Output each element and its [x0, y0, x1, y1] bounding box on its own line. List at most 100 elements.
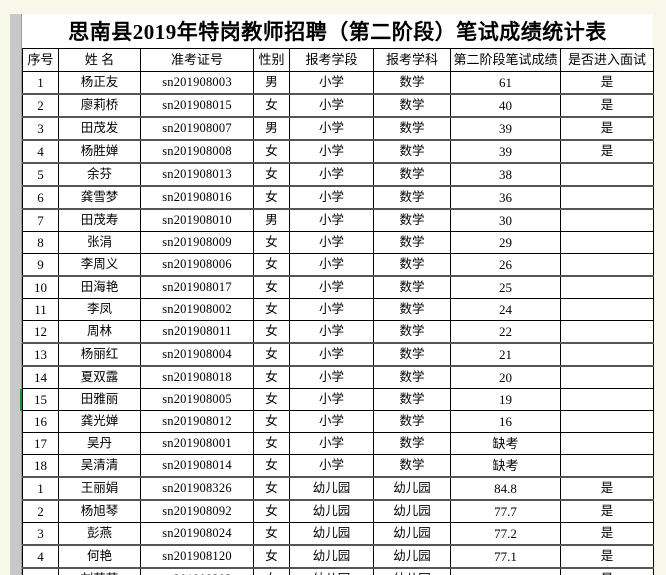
cell-gender[interactable]: 女 — [253, 499, 290, 523]
cell-code[interactable]: sn201908007 — [140, 116, 254, 141]
cell-passed[interactable]: 是 — [560, 116, 654, 141]
table-row[interactable]: 4 何艳 sn201908120 女幼儿园 幼儿园 77.1 是 — [22, 544, 654, 569]
cell-passed[interactable] — [560, 298, 654, 321]
cell-name[interactable]: 吴丹 — [58, 432, 141, 455]
cell-gender[interactable]: 男 — [253, 208, 290, 232]
cell-stage[interactable]: 小学 — [289, 454, 374, 478]
cell-score[interactable]: 缺考 — [450, 454, 561, 478]
cell-gender[interactable]: 女 — [253, 185, 290, 210]
cell-seq[interactable]: 16 — [22, 410, 59, 433]
table-row[interactable]: 6 龚雪梦 sn201908016 女小学 数学 36 — [22, 185, 654, 210]
cell-gender[interactable]: 女 — [253, 298, 290, 321]
cell-code[interactable]: sn201908016 — [140, 185, 254, 210]
cell-score[interactable]: 20 — [450, 365, 561, 389]
cell-subject[interactable]: 数学 — [373, 185, 451, 210]
column-header-seq[interactable]: 序号 — [22, 48, 59, 72]
cell-code[interactable]: sn201908010 — [140, 208, 254, 232]
cell-stage[interactable]: 小学 — [289, 410, 374, 433]
cell-seq[interactable]: 2 — [22, 93, 59, 118]
cell-score[interactable]: 25 — [450, 275, 561, 299]
cell-seq[interactable]: 9 — [22, 253, 59, 277]
cell-score[interactable]: 36 — [450, 185, 561, 210]
table-row[interactable]: 3 彭燕 sn201908024 女幼儿园 幼儿园 77.2 是 — [22, 522, 654, 546]
cell-stage[interactable]: 幼儿园 — [289, 476, 374, 501]
cell-passed[interactable]: 是 — [560, 567, 654, 575]
cell-score[interactable]: 61 — [450, 71, 561, 95]
cell-stage[interactable]: 小学 — [289, 320, 374, 344]
cell-stage[interactable]: 幼儿园 — [289, 522, 374, 546]
cell-gender[interactable]: 女 — [253, 162, 290, 187]
cell-gender[interactable]: 女 — [253, 275, 290, 299]
cell-code[interactable]: sn201908008 — [140, 139, 254, 164]
cell-passed[interactable] — [560, 253, 654, 277]
cell-passed[interactable]: 是 — [560, 93, 654, 118]
cell-gender[interactable]: 女 — [253, 388, 290, 411]
table-row[interactable]: 18 吴清清 sn201908014 女小学 数学 缺考 — [22, 454, 654, 478]
cell-name[interactable]: 夏双露 — [58, 365, 141, 389]
cell-name[interactable]: 王丽娟 — [58, 476, 141, 501]
table-row[interactable]: 3 田茂发 sn201908007 男小学 数学 39 是 — [22, 116, 654, 141]
cell-stage[interactable]: 小学 — [289, 432, 374, 455]
cell-name[interactable]: 龚雪梦 — [58, 185, 141, 210]
table-row[interactable]: 8 张涓 sn201908009 女小学 数学 29 — [22, 231, 654, 254]
cell-passed[interactable] — [560, 410, 654, 433]
cell-subject[interactable]: 数学 — [373, 320, 451, 344]
cell-gender[interactable]: 女 — [253, 567, 290, 575]
cell-code[interactable]: sn201908393 — [140, 567, 254, 575]
cell-score[interactable]: 77.1 — [450, 544, 561, 569]
cell-passed[interactable] — [560, 320, 654, 344]
cell-code[interactable]: sn201908024 — [140, 522, 254, 546]
cell-gender[interactable]: 男 — [253, 116, 290, 141]
cell-subject[interactable]: 数学 — [373, 93, 451, 118]
cell-gender[interactable]: 女 — [253, 253, 290, 277]
cell-gender[interactable]: 女 — [253, 320, 290, 344]
cell-passed[interactable] — [560, 342, 654, 367]
table-row[interactable]: 14 夏双露 sn201908018 女小学 数学 20 — [22, 365, 654, 389]
cell-seq[interactable]: 5 — [22, 567, 59, 575]
column-header-stage[interactable]: 报考学段 — [289, 48, 374, 72]
cell-gender[interactable]: 女 — [253, 476, 290, 501]
cell-stage[interactable]: 小学 — [289, 231, 374, 254]
cell-code[interactable]: sn201908006 — [140, 253, 254, 277]
cell-passed[interactable] — [560, 208, 654, 232]
cell-subject[interactable]: 数学 — [373, 342, 451, 367]
cell-stage[interactable]: 小学 — [289, 253, 374, 277]
cell-gender[interactable]: 女 — [253, 231, 290, 254]
cell-name[interactable]: 周林 — [58, 320, 141, 344]
cell-passed[interactable] — [560, 454, 654, 478]
table-row[interactable]: 15 田雅丽 sn201908005 女小学 数学 19 — [22, 388, 654, 411]
cell-score[interactable]: 16 — [450, 410, 561, 433]
cell-code[interactable]: sn201908009 — [140, 231, 254, 254]
cell-score[interactable]: 84.8 — [450, 476, 561, 501]
cell-subject[interactable]: 数学 — [373, 410, 451, 433]
cell-seq[interactable]: 12 — [22, 320, 59, 344]
cell-stage[interactable]: 小学 — [289, 365, 374, 389]
cell-seq[interactable]: 4 — [22, 139, 59, 164]
cell-seq[interactable]: 10 — [22, 275, 59, 299]
cell-subject[interactable]: 数学 — [373, 208, 451, 232]
cell-score[interactable]: 19 — [450, 388, 561, 411]
cell-subject[interactable]: 幼儿园 — [373, 499, 451, 523]
cell-seq[interactable]: 18 — [22, 454, 59, 478]
cell-subject[interactable]: 数学 — [373, 162, 451, 187]
cell-code[interactable]: sn201908003 — [140, 71, 254, 95]
cell-stage[interactable]: 小学 — [289, 298, 374, 321]
cell-passed[interactable]: 是 — [560, 139, 654, 164]
table-row[interactable]: 13 杨丽红 sn201908004 女小学 数学 21 — [22, 342, 654, 367]
cell-stage[interactable]: 小学 — [289, 185, 374, 210]
cell-score[interactable]: 29 — [450, 231, 561, 254]
cell-seq[interactable]: 1 — [22, 71, 59, 95]
cell-gender[interactable]: 女 — [253, 342, 290, 367]
table-row[interactable]: 2 杨旭琴 sn201908092 女幼儿园 幼儿园 77.7 是 — [22, 499, 654, 523]
cell-stage[interactable]: 小学 — [289, 342, 374, 367]
cell-score[interactable]: 21 — [450, 342, 561, 367]
cell-code[interactable]: sn201908002 — [140, 298, 254, 321]
cell-code[interactable]: sn201908012 — [140, 410, 254, 433]
cell-passed[interactable]: 是 — [560, 71, 654, 95]
cell-name[interactable]: 田雅丽 — [58, 388, 141, 411]
cell-seq[interactable]: 3 — [22, 116, 59, 141]
cell-name[interactable]: 廖莉桥 — [58, 93, 141, 118]
cell-gender[interactable]: 女 — [253, 93, 290, 118]
cell-passed[interactable]: 是 — [560, 476, 654, 501]
cell-stage[interactable]: 幼儿园 — [289, 499, 374, 523]
